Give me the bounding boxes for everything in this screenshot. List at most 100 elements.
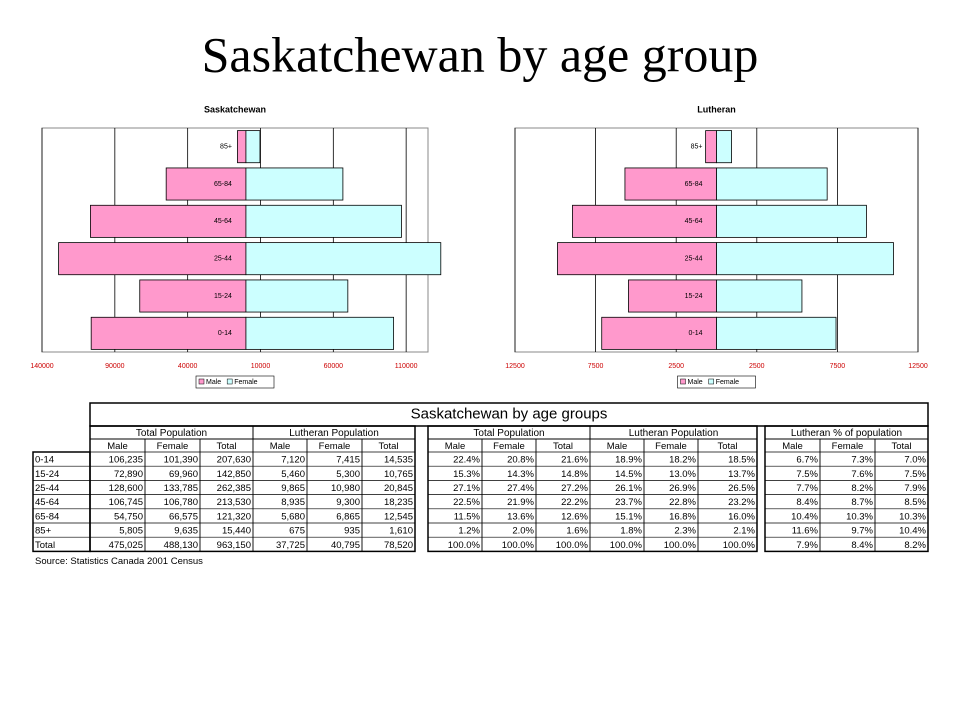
bar (624, 167, 717, 201)
column-header: Female (655, 441, 687, 452)
bar (245, 204, 402, 238)
x-tick-label: 2500 (668, 363, 684, 370)
table-cell: 18.5% (728, 455, 755, 466)
table-cell: 7.7% (796, 483, 818, 494)
table-cell: 14.3% (507, 469, 534, 480)
x-tick-label: 110000 (395, 363, 418, 370)
table-cell: 142,850 (217, 469, 251, 480)
table-cell: 10,980 (331, 483, 360, 494)
table-cell: 10.4% (791, 511, 818, 522)
table-cell: 15,440 (222, 526, 251, 537)
table-cell: 22.8% (669, 497, 696, 508)
table-cell: 100.0% (664, 540, 697, 551)
table-cell: 18.9% (615, 455, 642, 466)
table-cell: 6,865 (336, 511, 360, 522)
legend-label: Male (206, 379, 221, 386)
table-cell: 7,415 (336, 455, 360, 466)
table-cell: 1,610 (389, 526, 413, 537)
table-cell: 21.6% (561, 455, 588, 466)
table-cell: 7.9% (796, 540, 818, 551)
bar (245, 167, 344, 201)
table-cell: 8.5% (904, 497, 926, 508)
table-cell: 7.5% (904, 469, 926, 480)
x-tick-label: 40000 (178, 363, 198, 370)
group-box (252, 425, 416, 440)
table-cell: 18,235 (384, 497, 413, 508)
table-cell: 11.6% (792, 526, 819, 537)
group-header: Total Population (136, 428, 207, 439)
table-cell: 23.2% (728, 497, 755, 508)
table-cell: 106,235 (109, 455, 143, 466)
row-label: 15-24 (35, 469, 59, 480)
table-cell: 78,520 (384, 540, 413, 551)
table-cell: 11.5% (454, 511, 481, 522)
bar (628, 279, 717, 313)
group-box (589, 425, 758, 440)
column-header: Male (782, 441, 803, 452)
table-cell: 14.5% (615, 469, 642, 480)
x-tick-label: 2500 (749, 363, 765, 370)
legend-label: Male (688, 379, 703, 386)
table-cell: 13.0% (669, 469, 696, 480)
group-header: Lutheran % of population (791, 428, 902, 439)
group-header: Lutheran Population (629, 428, 719, 439)
table-cell: 13.7% (728, 469, 755, 480)
x-tick-label: 7500 (588, 363, 604, 370)
table-cell: 7.0% (904, 455, 926, 466)
table-cell: 14.8% (561, 469, 588, 480)
x-tick-label: 60000 (324, 363, 344, 370)
table-cell: 20,845 (384, 483, 413, 494)
table-cell: 207,630 (217, 455, 251, 466)
table-cell: 13.6% (507, 511, 534, 522)
table-cell: 69,960 (169, 469, 198, 480)
table-cell: 26.5% (728, 483, 755, 494)
bar (245, 130, 261, 164)
column-header: Female (493, 441, 525, 452)
legend-swatch (708, 378, 714, 385)
table-cell: 100.0% (556, 540, 589, 551)
table-cell: 16.0% (728, 511, 755, 522)
table-cell: 100.0% (448, 540, 481, 551)
column-header: Male (270, 441, 291, 452)
row-label: 85+ (35, 526, 52, 537)
x-tick-label: 12500 (908, 363, 928, 370)
legend-box (677, 375, 756, 389)
group-header: Total Population (473, 428, 544, 439)
legend-swatch (198, 378, 205, 385)
table-title: Saskatchewan by age groups (411, 405, 608, 422)
table-cell: 9,635 (174, 526, 198, 537)
table-cell: 6.7% (796, 455, 818, 466)
legend-box (195, 375, 275, 389)
table-cell: 26.1% (615, 483, 642, 494)
table-cell: 7.9% (904, 483, 926, 494)
table-cell: 8.2% (904, 540, 926, 551)
bar (245, 316, 395, 350)
table-cell: 16.8% (669, 511, 696, 522)
category-label: 85+ (220, 144, 232, 151)
table-cell: 128,600 (109, 483, 143, 494)
x-tick-label: 90000 (105, 363, 125, 370)
table-cell: 20.8% (507, 455, 534, 466)
row-label: 0-14 (35, 455, 54, 466)
bar (716, 130, 732, 164)
table-cell: 8.7% (851, 497, 873, 508)
table-cell: 7.3% (851, 455, 873, 466)
table-cell: 22.4% (453, 455, 480, 466)
category-label: 15-24 (214, 293, 232, 300)
table-cell: 2.0% (512, 526, 534, 537)
table-cell: 5,680 (281, 511, 305, 522)
bar (90, 204, 247, 238)
plot-area (514, 127, 919, 353)
table-cell: 15.3% (453, 469, 480, 480)
column-header: Total (553, 441, 573, 452)
table-cell: 27.2% (561, 483, 588, 494)
table-cell: 5,805 (119, 526, 143, 537)
table-cell: 12.6% (561, 511, 588, 522)
table-cell: 1.2% (458, 526, 480, 537)
table-cell: 213,530 (217, 497, 251, 508)
row-label: Total (35, 540, 55, 551)
slide-title: Saskatchewan by age group (202, 26, 759, 82)
bar (601, 316, 717, 350)
